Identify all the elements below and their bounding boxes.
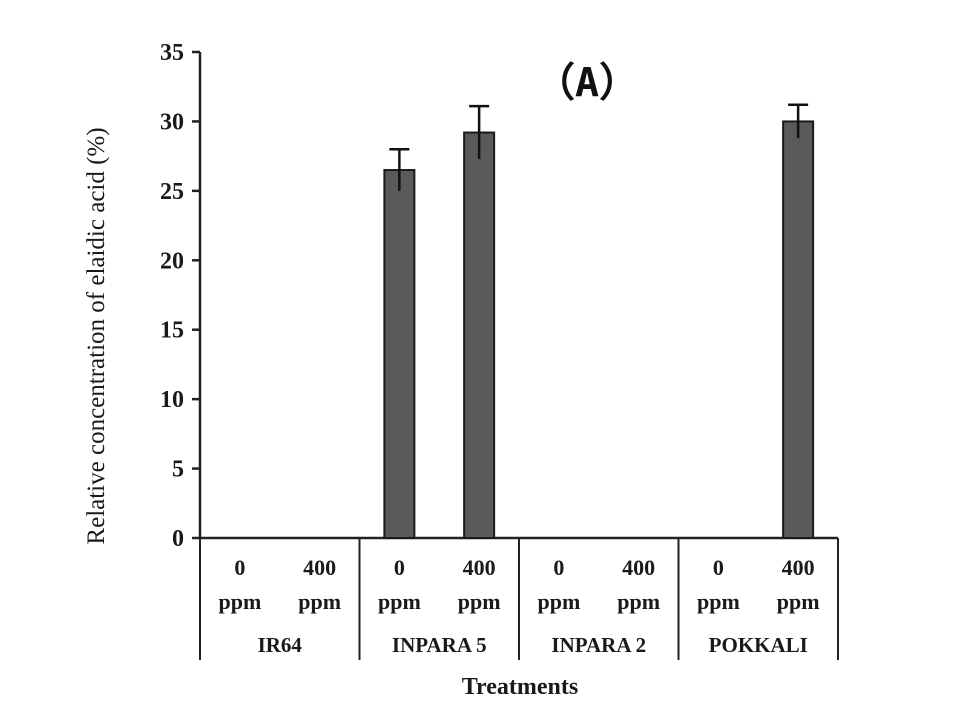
dose-label: 400 [463, 555, 496, 580]
y-tick-label: 15 [160, 318, 184, 344]
dose-label: 400 [782, 555, 815, 580]
unit-label: ppm [697, 589, 740, 614]
dose-label: 0 [553, 555, 564, 580]
tick-labels: 0 5 10 15 20 25 30 35 IR64 0 ppm 400 ppm INPARA 5 0 ppm… [160, 40, 820, 657]
bar [782, 120, 815, 540]
group-label: IR64 [258, 633, 303, 657]
x-axis-label: Treatments [462, 674, 578, 700]
unit-label: ppm [298, 589, 341, 614]
y-tick-label: 30 [160, 109, 184, 135]
unit-label: ppm [777, 589, 820, 614]
panel-label: （A） [535, 60, 639, 106]
unit-label: ppm [218, 589, 261, 614]
dose-label: 400 [622, 555, 655, 580]
y-tick-label: 5 [172, 457, 184, 483]
bar [383, 169, 416, 539]
bar [463, 131, 496, 539]
group-label: INPARA 2 [551, 633, 646, 657]
unit-label: ppm [378, 589, 421, 614]
y-tick-label: 25 [160, 179, 184, 205]
bars [383, 103, 815, 540]
unit-label: ppm [458, 589, 501, 614]
y-tick-label: 20 [160, 248, 184, 274]
y-axis-label: Relative concentration of elaidic acid (… [83, 127, 110, 544]
group-label: POKKALI [709, 633, 808, 657]
group-label: INPARA 5 [392, 633, 487, 657]
unit-label: ppm [537, 589, 580, 614]
unit-label: ppm [617, 589, 660, 614]
y-tick-label: 0 [172, 526, 184, 552]
y-tick-label: 10 [160, 387, 184, 413]
axes [192, 50, 839, 660]
y-tick-label: 35 [160, 40, 184, 66]
dose-label: 0 [234, 555, 245, 580]
dose-label: 400 [303, 555, 336, 580]
dose-label: 0 [394, 555, 405, 580]
dose-label: 0 [713, 555, 724, 580]
